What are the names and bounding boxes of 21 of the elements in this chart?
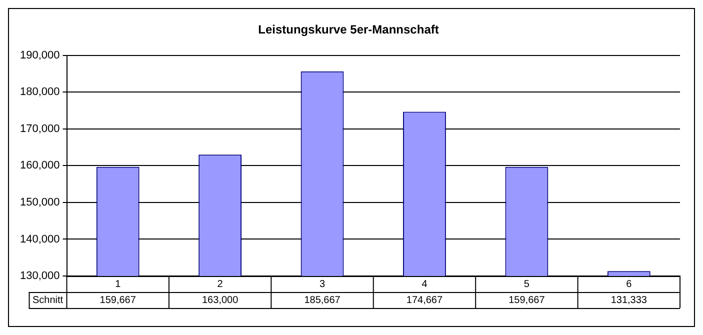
y-tick-label: 160,000 [20, 160, 60, 172]
data-label: 131,333 [610, 294, 648, 306]
x-tick-label: 2 [217, 278, 224, 290]
x-tick-label: 3 [319, 278, 326, 290]
x-tick-label: 1 [115, 278, 122, 290]
data-label: 159,667 [508, 294, 546, 306]
x-tick-label: 6 [626, 278, 632, 290]
y-tick-label: 150,000 [20, 196, 60, 208]
y-tick-label: 180,000 [20, 86, 60, 98]
y-tick-label: 140,000 [20, 233, 60, 246]
y-tick-label: 190,000 [20, 49, 60, 62]
y-tick-label: 170,000 [20, 122, 60, 135]
text: Schnitt [32, 294, 64, 306]
y-tick-label: 130,000 [20, 270, 60, 282]
chart-title: Leistungskurve 5er-Mannschaft [258, 22, 439, 37]
x-tick-label: 4 [422, 278, 428, 290]
data-label: 174,667 [406, 294, 443, 306]
data-label: 159,667 [100, 294, 136, 306]
data-label: 185,667 [304, 294, 341, 306]
data-label: 163,000 [202, 294, 239, 306]
x-tick-label: 5 [524, 278, 530, 290]
